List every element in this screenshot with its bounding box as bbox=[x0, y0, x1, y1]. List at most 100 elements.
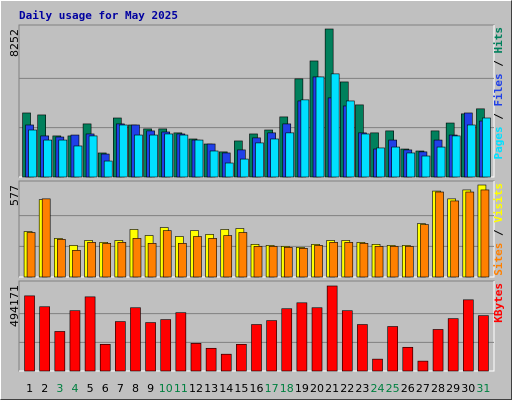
bar bbox=[209, 150, 219, 178]
legend-entry: Files bbox=[492, 73, 505, 106]
legend-separator: / bbox=[492, 107, 505, 127]
bar bbox=[281, 308, 293, 372]
bar bbox=[149, 134, 158, 178]
legend: KBytes bbox=[492, 283, 505, 323]
bar bbox=[145, 322, 156, 372]
bar bbox=[344, 242, 354, 278]
bar bbox=[119, 124, 128, 178]
bar bbox=[300, 99, 310, 178]
legend-entry: Visits bbox=[492, 183, 505, 223]
bar bbox=[69, 310, 81, 372]
x-tick-label: 17 bbox=[265, 382, 279, 395]
bar bbox=[134, 134, 143, 178]
x-tick-label: 21 bbox=[325, 382, 339, 395]
x-tick-label: 18 bbox=[280, 382, 294, 395]
bar bbox=[345, 100, 355, 178]
bar bbox=[326, 285, 338, 372]
bar bbox=[236, 344, 247, 372]
bar bbox=[420, 224, 429, 278]
bar bbox=[88, 135, 98, 178]
bar bbox=[463, 299, 474, 372]
x-tick-label: 6 bbox=[102, 382, 109, 395]
bar bbox=[402, 346, 414, 372]
bar bbox=[117, 242, 127, 278]
bar bbox=[404, 246, 414, 278]
bar bbox=[266, 320, 277, 372]
bar bbox=[72, 250, 81, 278]
bar bbox=[450, 200, 459, 278]
bar bbox=[314, 245, 323, 278]
x-tick-label: 2 bbox=[41, 382, 48, 395]
bar bbox=[435, 191, 444, 278]
x-tick-label: 13 bbox=[204, 382, 218, 395]
x-tick-label: 19 bbox=[295, 382, 309, 395]
bar bbox=[238, 232, 248, 278]
bar bbox=[330, 73, 340, 178]
x-tick-label: 29 bbox=[446, 382, 460, 395]
x-tick-label: 5 bbox=[87, 382, 94, 395]
bar bbox=[73, 145, 83, 178]
y-tick-label: 577 bbox=[8, 185, 21, 206]
bar bbox=[451, 135, 461, 178]
bar bbox=[87, 242, 96, 278]
bar bbox=[376, 147, 385, 178]
bar bbox=[315, 76, 325, 178]
bar bbox=[39, 306, 50, 372]
bar bbox=[240, 158, 249, 178]
bar bbox=[359, 243, 369, 278]
bar bbox=[208, 238, 217, 278]
legend-separator: / bbox=[492, 223, 505, 243]
bar bbox=[194, 139, 204, 178]
x-tick-label: 28 bbox=[431, 382, 445, 395]
bar bbox=[205, 347, 217, 372]
x-tick-label: 31 bbox=[476, 382, 490, 395]
bar bbox=[190, 343, 202, 372]
bar bbox=[341, 310, 353, 372]
bar bbox=[389, 246, 399, 278]
legend: Pages / Files / Hits bbox=[492, 27, 505, 160]
bar bbox=[283, 247, 293, 278]
legend-entry: KBytes bbox=[492, 283, 505, 323]
bar bbox=[270, 138, 279, 178]
bar bbox=[436, 146, 446, 178]
bar bbox=[147, 243, 157, 278]
bar bbox=[421, 155, 431, 178]
x-tick-label: 27 bbox=[416, 382, 430, 395]
bar bbox=[482, 117, 491, 178]
bar bbox=[223, 235, 233, 278]
legend-entry: Sites bbox=[492, 243, 505, 276]
bar bbox=[193, 236, 202, 278]
bar bbox=[84, 296, 96, 372]
bar bbox=[311, 307, 323, 372]
bar bbox=[251, 324, 262, 372]
bar bbox=[480, 189, 490, 278]
bar bbox=[299, 247, 308, 278]
bar bbox=[361, 133, 370, 178]
legend-entry: Hits bbox=[492, 27, 505, 54]
bar bbox=[432, 329, 444, 372]
bar bbox=[387, 326, 398, 372]
bar bbox=[255, 142, 264, 178]
bar bbox=[220, 353, 232, 372]
bar bbox=[478, 315, 489, 372]
legend: Sites / Visits bbox=[492, 183, 505, 276]
x-tick-label: 9 bbox=[147, 382, 154, 395]
bar bbox=[329, 242, 338, 278]
bar bbox=[132, 238, 142, 278]
x-tick-label: 15 bbox=[234, 382, 248, 395]
x-tick-label: 14 bbox=[219, 382, 233, 395]
bar bbox=[41, 198, 51, 278]
x-tick-label: 8 bbox=[132, 382, 139, 395]
bar bbox=[374, 246, 384, 278]
bar bbox=[285, 132, 295, 178]
bar bbox=[447, 318, 459, 372]
bar bbox=[160, 319, 172, 372]
x-tick-label: 1 bbox=[26, 382, 33, 395]
bar bbox=[406, 152, 416, 178]
x-tick-label: 10 bbox=[159, 382, 173, 395]
x-tick-label: 25 bbox=[386, 382, 400, 395]
x-tick-label: 26 bbox=[401, 382, 415, 395]
bar bbox=[179, 134, 189, 178]
